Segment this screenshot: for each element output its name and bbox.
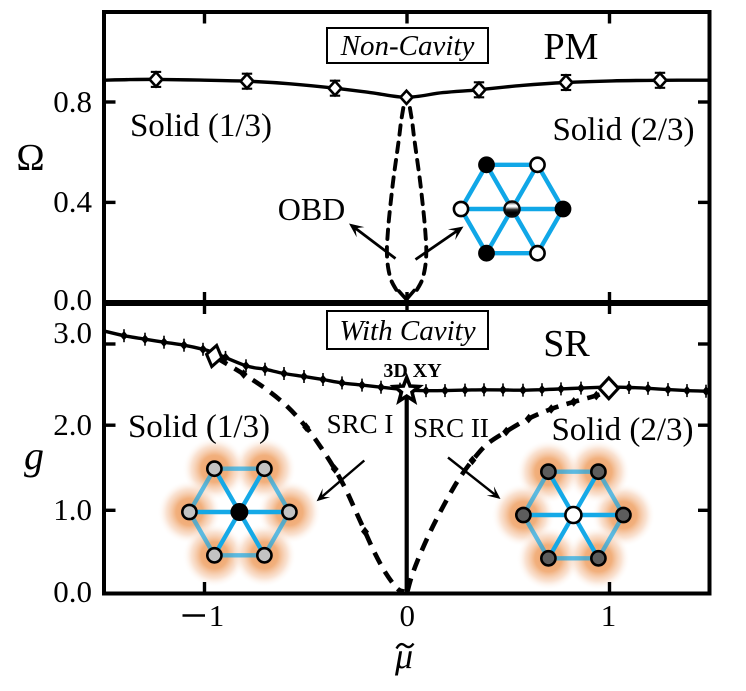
svg-text:0.4: 0.4 <box>53 184 92 219</box>
svg-text:3D XY: 3D XY <box>383 360 442 382</box>
svg-text:SR: SR <box>543 323 590 365</box>
svg-text:Solid (2/3): Solid (2/3) <box>552 112 694 148</box>
svg-text:With Cavity: With Cavity <box>339 315 475 347</box>
svg-text:SRC II: SRC II <box>413 413 489 443</box>
svg-text:0.8: 0.8 <box>53 84 92 119</box>
svg-text:0.0: 0.0 <box>53 574 92 609</box>
svg-text:SRC I: SRC I <box>327 409 394 439</box>
svg-text:0: 0 <box>400 598 416 633</box>
svg-text:OBD: OBD <box>278 191 346 227</box>
svg-text:Solid (1/3): Solid (1/3) <box>130 108 272 144</box>
svg-text:Solid (1/3): Solid (1/3) <box>128 409 270 445</box>
svg-text:3.0: 3.0 <box>53 315 92 350</box>
svg-text:Solid (2/3): Solid (2/3) <box>551 412 693 448</box>
svg-text:1: 1 <box>209 598 225 633</box>
svg-text:1.0: 1.0 <box>53 492 92 527</box>
svg-text:PM: PM <box>544 26 599 68</box>
svg-text:g: g <box>24 433 44 478</box>
svg-text:0.0: 0.0 <box>53 282 92 317</box>
svg-text:μ: μ <box>394 636 413 676</box>
svg-text:1: 1 <box>601 598 617 633</box>
svg-text:2.0: 2.0 <box>53 407 92 442</box>
svg-text:Non-Cavity: Non-Cavity <box>340 30 475 62</box>
svg-text:Ω: Ω <box>16 137 44 179</box>
